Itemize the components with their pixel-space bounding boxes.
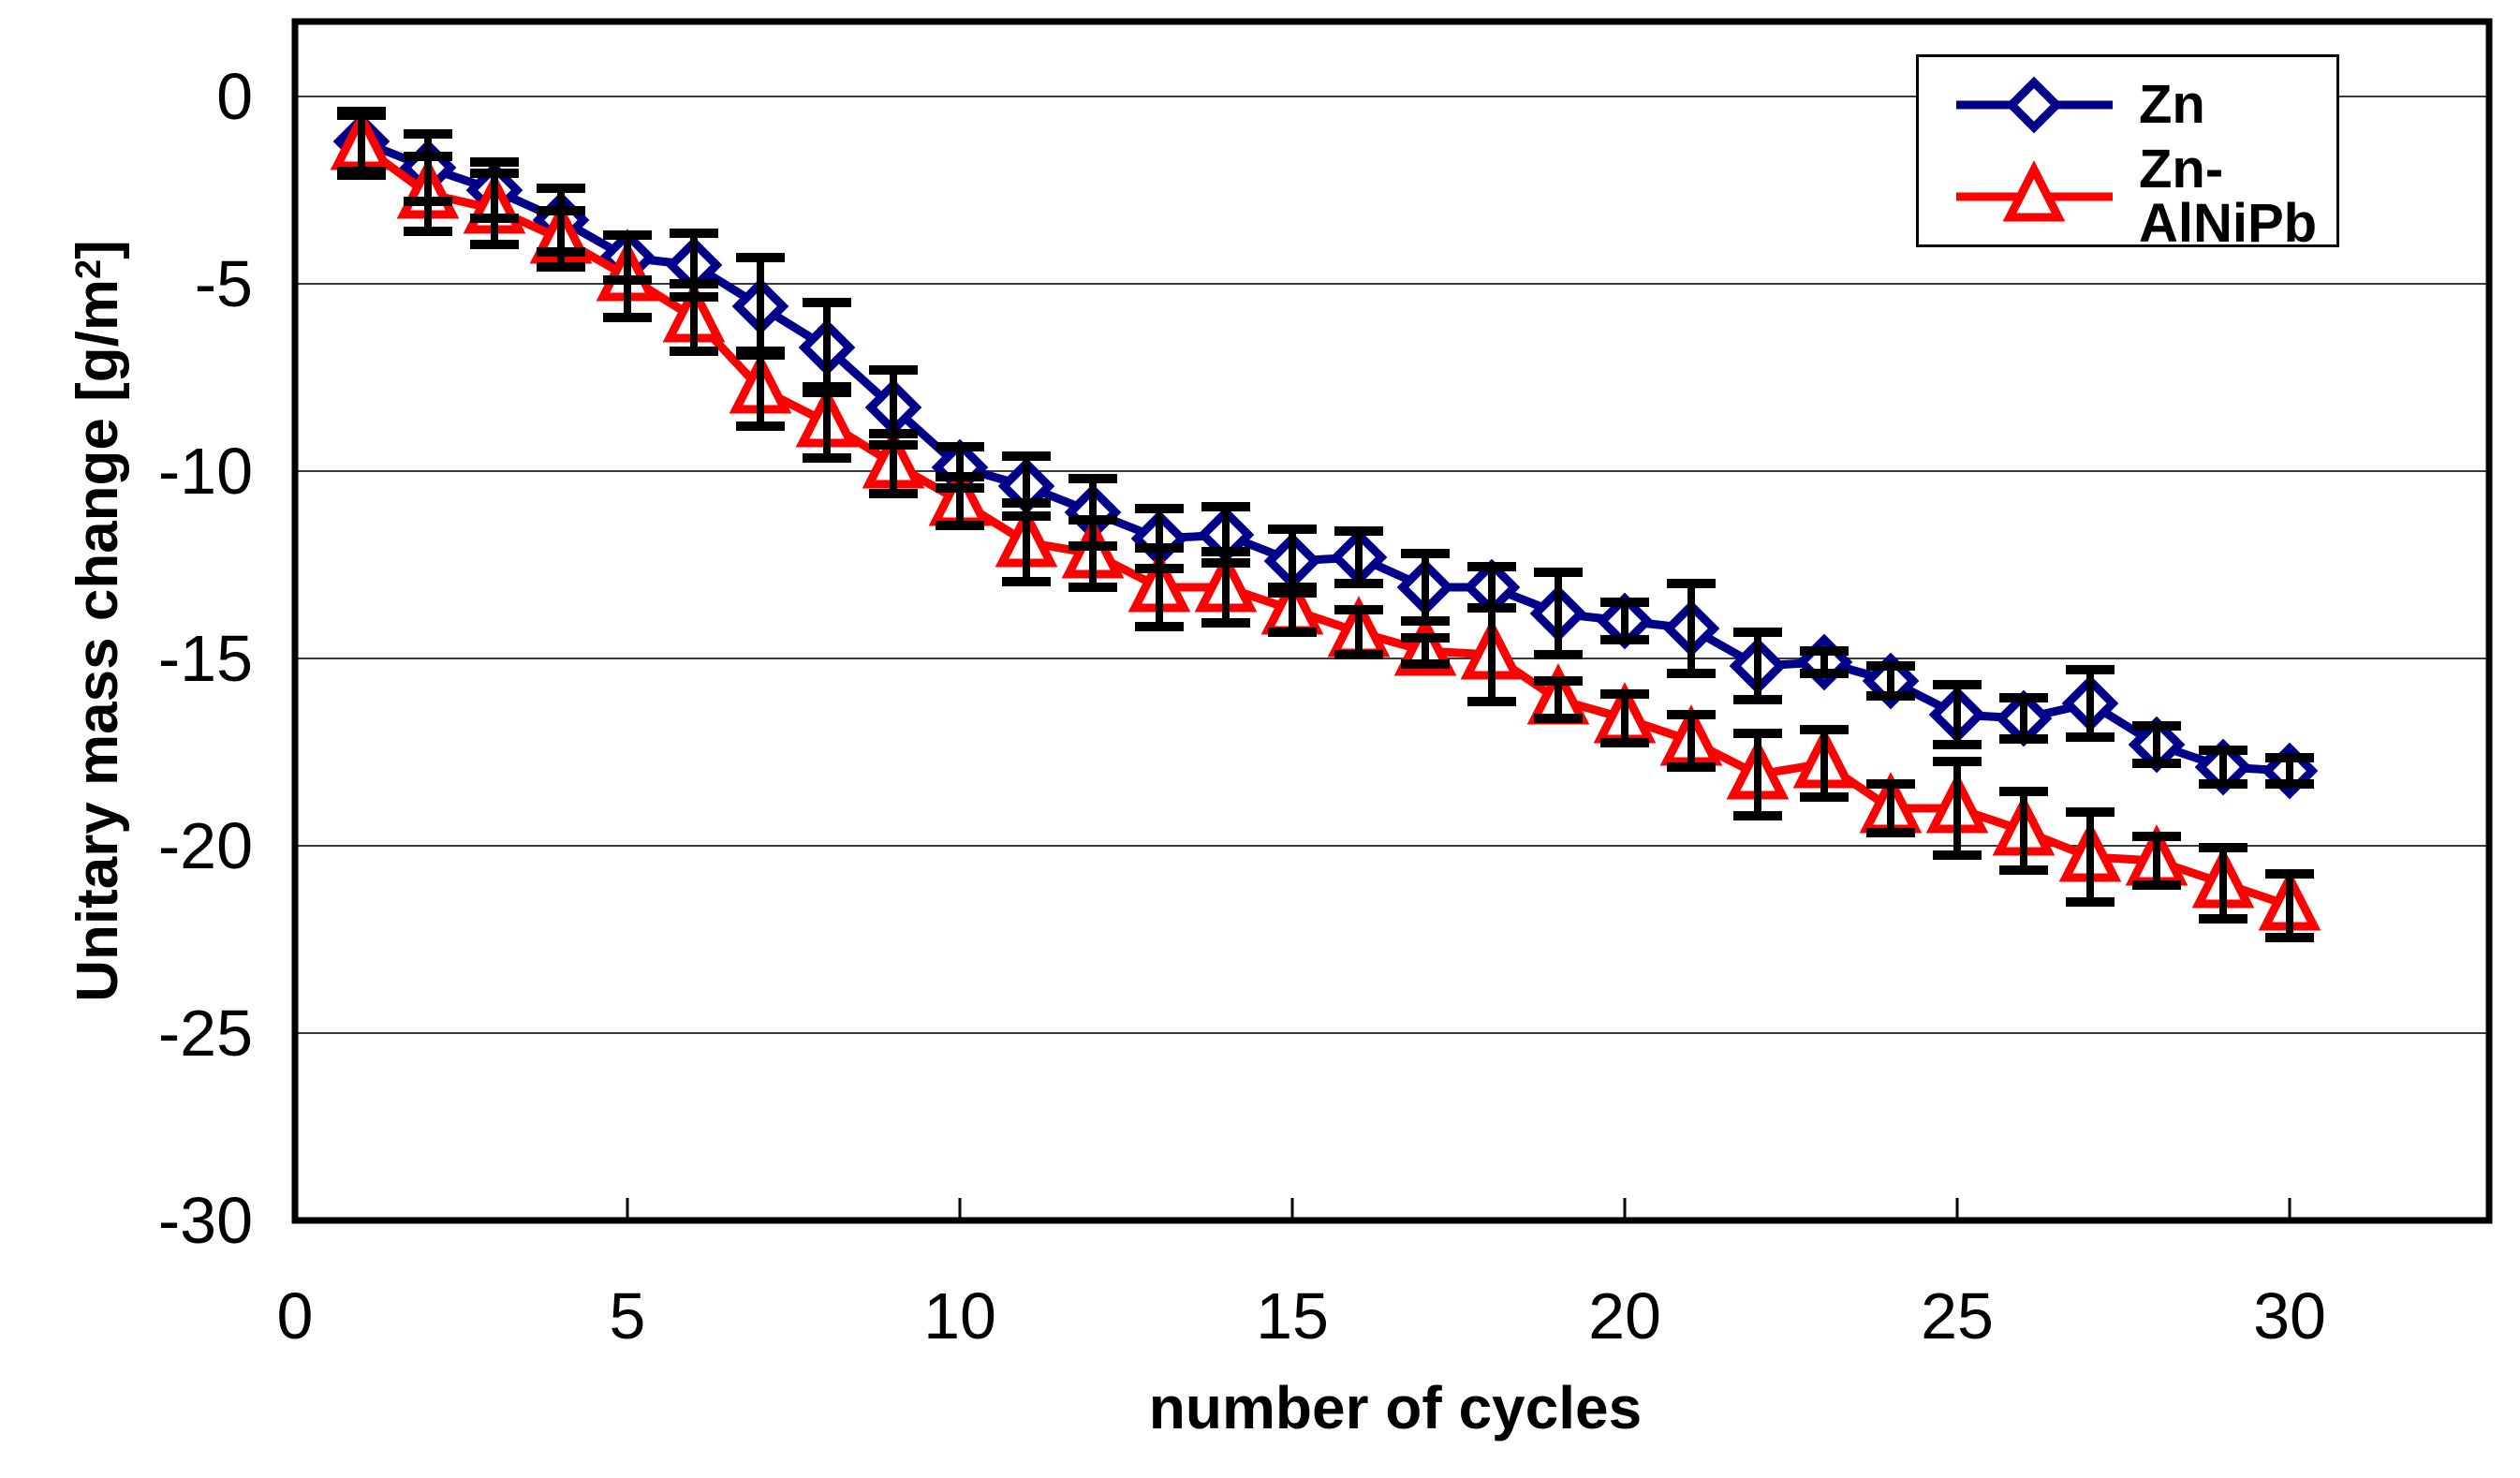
error-bar (1401, 549, 1450, 626)
x-tick-label: 25 (1921, 1279, 1994, 1352)
error-bar (603, 230, 652, 322)
error-bar (1800, 646, 1849, 678)
error-bar (1667, 710, 1716, 772)
error-bar (2066, 665, 2115, 742)
error-bar (1933, 757, 1982, 860)
error-bar (470, 169, 519, 249)
error-bar (2066, 807, 2115, 907)
error-bar (1733, 628, 1782, 704)
legend-entry-zn: Zn (1919, 62, 2336, 148)
error-bar (1866, 661, 1915, 701)
error-bar (1534, 676, 1583, 723)
error-bar (1800, 725, 1849, 802)
x-tick-label: 20 (1588, 1279, 1661, 1352)
error-bar (736, 347, 785, 431)
error-bar (1334, 605, 1383, 659)
error-bar (869, 429, 918, 498)
y-axis-title: Unitary mass change [g/m2] (66, 240, 130, 1002)
error-bar (2265, 869, 2314, 942)
error-bar (1999, 693, 2048, 744)
x-axis-title: number of cycles (1148, 1374, 1643, 1441)
error-bar (2265, 753, 2314, 789)
error-bar (2132, 721, 2181, 768)
error-bar (2132, 832, 2181, 890)
x-tick-label: 0 (276, 1279, 314, 1352)
error-bar (537, 206, 585, 272)
legend-label-zn: Zn (2139, 74, 2205, 136)
error-bar (1600, 598, 1649, 644)
error-bar (1401, 633, 1450, 669)
error-bar (936, 472, 984, 530)
error-bar (1002, 498, 1051, 586)
open-diamond-icon (2005, 76, 2063, 134)
plot-border (291, 18, 2493, 1224)
zn-alnipb-series-sample-icon (1956, 159, 2113, 222)
error-bar (1600, 689, 1649, 747)
y-tick-label: -15 (157, 622, 253, 695)
x-tick-label: 15 (1256, 1279, 1329, 1352)
legend-entry-zn-alnipb: Zn-AlNiPb (1919, 141, 2336, 250)
error-bar (1534, 568, 1583, 659)
zn-series-sample-icon (1956, 76, 2113, 134)
error-bar (1467, 603, 1516, 706)
y-tick-label: -20 (157, 809, 253, 882)
x-tick-label: 10 (923, 1279, 996, 1352)
open-triangle-icon (2002, 159, 2066, 222)
error-bar (2199, 843, 2247, 924)
y-tick-label: -10 (157, 435, 253, 508)
error-bar (2199, 746, 2247, 789)
error-bar (1866, 779, 1915, 837)
error-bar (337, 111, 386, 180)
error-bar (404, 152, 452, 236)
error-bar (1268, 583, 1317, 637)
error-bar (1933, 680, 1982, 749)
error-bar (1733, 729, 1782, 820)
error-bar (1201, 547, 1250, 628)
error-bar (803, 382, 851, 463)
legend: Zn Zn-AlNiPb (1916, 54, 2339, 250)
error-bar (1999, 787, 2048, 875)
error-bar (1068, 515, 1117, 592)
x-tick-label: 5 (609, 1279, 646, 1352)
y-axis-title-superscript: 2 (69, 259, 109, 279)
y-tick-label: -25 (157, 997, 253, 1070)
error-bar (1667, 579, 1716, 678)
error-bar (1334, 526, 1383, 588)
error-bar (670, 279, 718, 356)
y-tick-label: -30 (157, 1184, 253, 1257)
x-tick-label: 30 (2253, 1279, 2326, 1352)
legend-label-zn-alnipb: Zn-AlNiPb (2139, 138, 2318, 254)
y-tick-label: -5 (194, 247, 253, 320)
y-tick-label: 0 (216, 60, 253, 133)
error-bar (1135, 543, 1184, 631)
